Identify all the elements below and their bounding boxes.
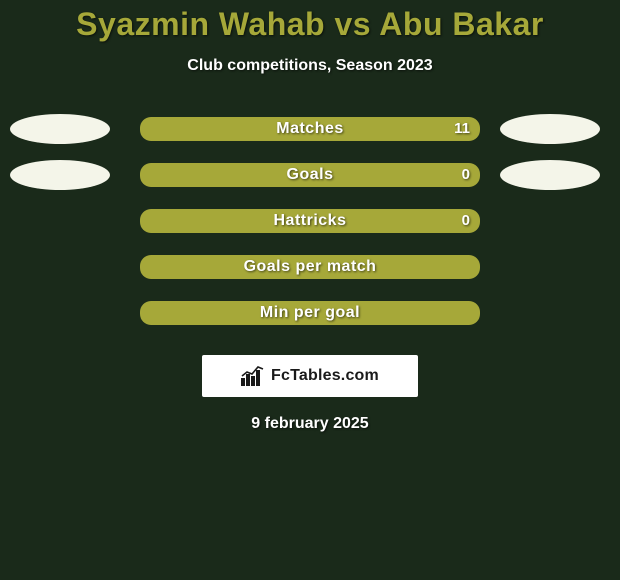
comparison-infographic: Syazmin Wahab vs Abu Bakar Club competit… bbox=[0, 0, 620, 580]
stat-row: Goals0 bbox=[0, 163, 620, 209]
player-ellipse-right bbox=[500, 114, 600, 144]
subtitle: Club competitions, Season 2023 bbox=[0, 57, 620, 75]
player-ellipse-left bbox=[10, 160, 110, 190]
stat-bar bbox=[140, 117, 480, 141]
stat-row: Hattricks0 bbox=[0, 209, 620, 255]
brand-badge: FcTables.com bbox=[202, 355, 418, 397]
stat-row: Goals per match bbox=[0, 255, 620, 301]
player-ellipse-left bbox=[10, 114, 110, 144]
stat-bar bbox=[140, 255, 480, 279]
stat-row: Matches11 bbox=[0, 117, 620, 163]
stat-bar bbox=[140, 301, 480, 325]
stat-row: Min per goal bbox=[0, 301, 620, 347]
player-ellipse-right bbox=[500, 160, 600, 190]
brand-text: FcTables.com bbox=[271, 367, 379, 385]
comparison-chart: Matches11Goals0Hattricks0Goals per match… bbox=[0, 117, 620, 347]
barchart-icon bbox=[241, 366, 265, 386]
stat-bar bbox=[140, 163, 480, 187]
page-title: Syazmin Wahab vs Abu Bakar bbox=[0, 6, 620, 43]
date-label: 9 february 2025 bbox=[0, 415, 620, 433]
stat-bar bbox=[140, 209, 480, 233]
